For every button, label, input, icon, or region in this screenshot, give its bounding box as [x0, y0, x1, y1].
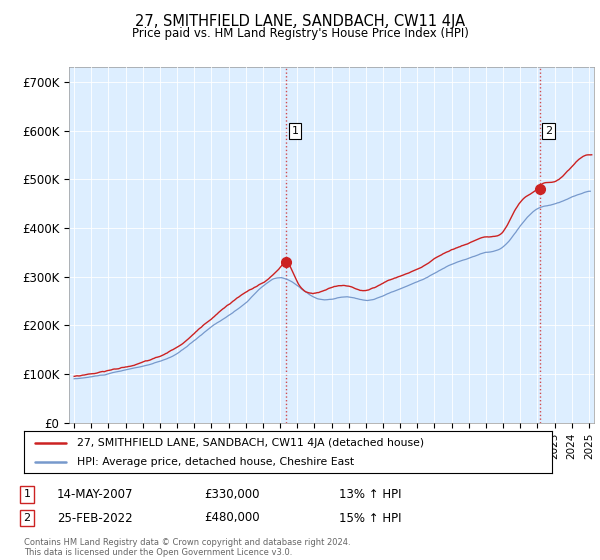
Text: £480,000: £480,000	[204, 511, 260, 525]
Text: 2: 2	[23, 513, 31, 523]
Text: 27, SMITHFIELD LANE, SANDBACH, CW11 4JA (detached house): 27, SMITHFIELD LANE, SANDBACH, CW11 4JA …	[77, 437, 424, 447]
Text: 13% ↑ HPI: 13% ↑ HPI	[339, 488, 401, 501]
Text: Price paid vs. HM Land Registry's House Price Index (HPI): Price paid vs. HM Land Registry's House …	[131, 27, 469, 40]
Text: 2: 2	[545, 126, 552, 136]
Text: £330,000: £330,000	[204, 488, 260, 501]
Text: 14-MAY-2007: 14-MAY-2007	[57, 488, 133, 501]
Text: 27, SMITHFIELD LANE, SANDBACH, CW11 4JA: 27, SMITHFIELD LANE, SANDBACH, CW11 4JA	[135, 14, 465, 29]
Text: 1: 1	[292, 126, 299, 136]
Text: Contains HM Land Registry data © Crown copyright and database right 2024.
This d: Contains HM Land Registry data © Crown c…	[24, 538, 350, 557]
Text: 1: 1	[23, 489, 31, 500]
Text: HPI: Average price, detached house, Cheshire East: HPI: Average price, detached house, Ches…	[77, 457, 354, 467]
Text: 25-FEB-2022: 25-FEB-2022	[57, 511, 133, 525]
Text: 15% ↑ HPI: 15% ↑ HPI	[339, 511, 401, 525]
